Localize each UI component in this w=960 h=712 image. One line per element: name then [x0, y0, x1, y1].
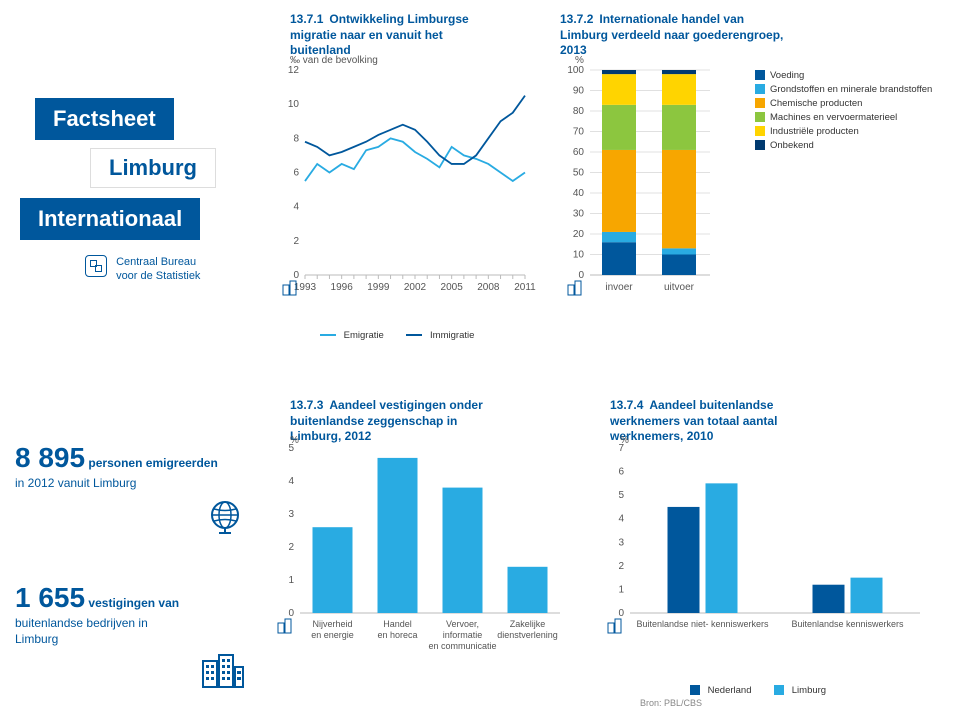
legend-swatch	[755, 112, 765, 122]
svg-text:‰ van de bevolking: ‰ van de bevolking	[290, 55, 378, 66]
legend-swatch	[755, 140, 765, 150]
svg-text:0: 0	[288, 608, 294, 619]
svg-text:1999: 1999	[367, 282, 390, 293]
svg-text:2: 2	[288, 542, 294, 553]
svg-text:5: 5	[618, 490, 624, 501]
chart2-title: 13.7.2Internationale handel van Limburg …	[560, 12, 790, 59]
svg-text:en horeca: en horeca	[377, 630, 417, 640]
legend-line-immigratie	[406, 334, 422, 336]
svg-text:Handel: Handel	[383, 619, 412, 629]
svg-text:Vervoer,: Vervoer,	[446, 619, 479, 629]
svg-text:2005: 2005	[441, 282, 464, 293]
svg-text:0: 0	[618, 608, 624, 619]
svg-text:1: 1	[618, 584, 624, 595]
factsheet-tag: Factsheet	[35, 98, 174, 140]
chart3: %012345Nijverheiden energieHandelen hore…	[275, 438, 575, 673]
svg-text:0: 0	[578, 270, 584, 281]
svg-text:1993: 1993	[294, 282, 317, 293]
legend-swatch	[755, 84, 765, 94]
svg-text:2008: 2008	[477, 282, 500, 293]
svg-text:Buitenlandse kenniswerkers: Buitenlandse kenniswerkers	[791, 619, 904, 629]
svg-text:20: 20	[573, 229, 585, 240]
svg-text:1996: 1996	[331, 282, 354, 293]
svg-text:dienstverlening: dienstverlening	[497, 630, 558, 640]
chart1: ‰ van de bevolking 0 2 4 6 8 10 12 1993 1996 1999 2…	[275, 55, 535, 295]
svg-text:60: 60	[573, 147, 585, 158]
svg-text:2002: 2002	[404, 282, 427, 293]
stat-emigrants: 8 895 personen emigreerden in 2012 vanui…	[15, 440, 245, 542]
legend-item: Machines en vervoermaterieel	[755, 112, 955, 123]
svg-text:2: 2	[618, 561, 624, 572]
svg-text:informatie: informatie	[443, 630, 483, 640]
internationaal-tag: Internationaal	[20, 198, 200, 240]
svg-text:8: 8	[293, 133, 299, 144]
svg-text:4: 4	[293, 202, 299, 213]
legend-item: Chemische producten	[755, 98, 955, 109]
svg-text:3: 3	[288, 509, 294, 520]
svg-text:invoer: invoer	[605, 282, 633, 293]
svg-text:6: 6	[618, 467, 624, 478]
limburg-tag: Limburg	[90, 148, 216, 188]
svg-text:4: 4	[618, 514, 624, 525]
legend-item: Voeding	[755, 70, 955, 81]
cbs-logo: Centraal Bureau voor de Statistiek	[85, 255, 200, 284]
svg-text:Zakelijke: Zakelijke	[510, 619, 546, 629]
chart4-source: Bron: PBL/CBS	[640, 698, 702, 708]
svg-text:3: 3	[618, 537, 624, 548]
legend-item: Grondstoffen en minerale brandstoffen	[755, 84, 955, 95]
svg-text:7: 7	[618, 443, 624, 454]
svg-text:6: 6	[293, 168, 299, 179]
chart4: %01234567Buitenlandse niet- kenniswerker…	[605, 438, 935, 673]
svg-text:2: 2	[293, 236, 299, 247]
svg-text:0: 0	[293, 270, 299, 281]
svg-text:50: 50	[573, 168, 585, 179]
legend-line-emigratie	[320, 334, 336, 336]
cbs-icon	[85, 255, 107, 277]
chart2: %0102030405060708090100invoeruitvoer	[560, 55, 730, 300]
legend-swatch	[755, 126, 765, 136]
svg-text:70: 70	[573, 127, 585, 138]
legend-item: Onbekend	[755, 140, 955, 151]
svg-text:1: 1	[288, 575, 294, 586]
svg-text:en energie: en energie	[311, 630, 354, 640]
legend-swatch	[755, 70, 765, 80]
svg-text:100: 100	[567, 65, 584, 76]
globe-icon	[205, 497, 245, 537]
swatch-limburg	[774, 685, 784, 695]
svg-text:en communicatie: en communicatie	[428, 641, 496, 651]
swatch-nederland	[690, 685, 700, 695]
legend-item: Industriële producten	[755, 126, 955, 137]
chart1-legend: Emigratie Immigratie	[320, 330, 474, 344]
svg-text:40: 40	[573, 188, 585, 199]
svg-text:Nijverheid: Nijverheid	[312, 619, 352, 629]
stat-establishments: 1 655 vestigingen van buitenlandse bedri…	[15, 580, 245, 693]
svg-text:10: 10	[288, 99, 300, 110]
chart4-legend: Nederland Limburg	[690, 685, 826, 699]
svg-text:12: 12	[288, 65, 300, 76]
buildings-icon	[201, 653, 245, 689]
svg-text:30: 30	[573, 209, 585, 220]
cbs-line1: Centraal Bureau	[116, 256, 196, 268]
legend-swatch	[755, 98, 765, 108]
svg-text:Buitenlandse niet- kenniswerke: Buitenlandse niet- kenniswerkers	[636, 619, 769, 629]
svg-text:2011: 2011	[514, 282, 536, 293]
svg-text:90: 90	[573, 86, 585, 97]
svg-text:10: 10	[573, 250, 585, 261]
chart1-title: 13.7.1Ontwikkeling Limburgse migratie na…	[290, 12, 500, 59]
svg-text:4: 4	[288, 476, 294, 487]
svg-text:5: 5	[288, 443, 294, 454]
cbs-line2: voor de Statistiek	[116, 270, 200, 282]
svg-text:80: 80	[573, 106, 585, 117]
svg-text:uitvoer: uitvoer	[664, 282, 695, 293]
chart2-legend: Voeding Grondstoffen en minerale brandsto…	[755, 70, 955, 154]
